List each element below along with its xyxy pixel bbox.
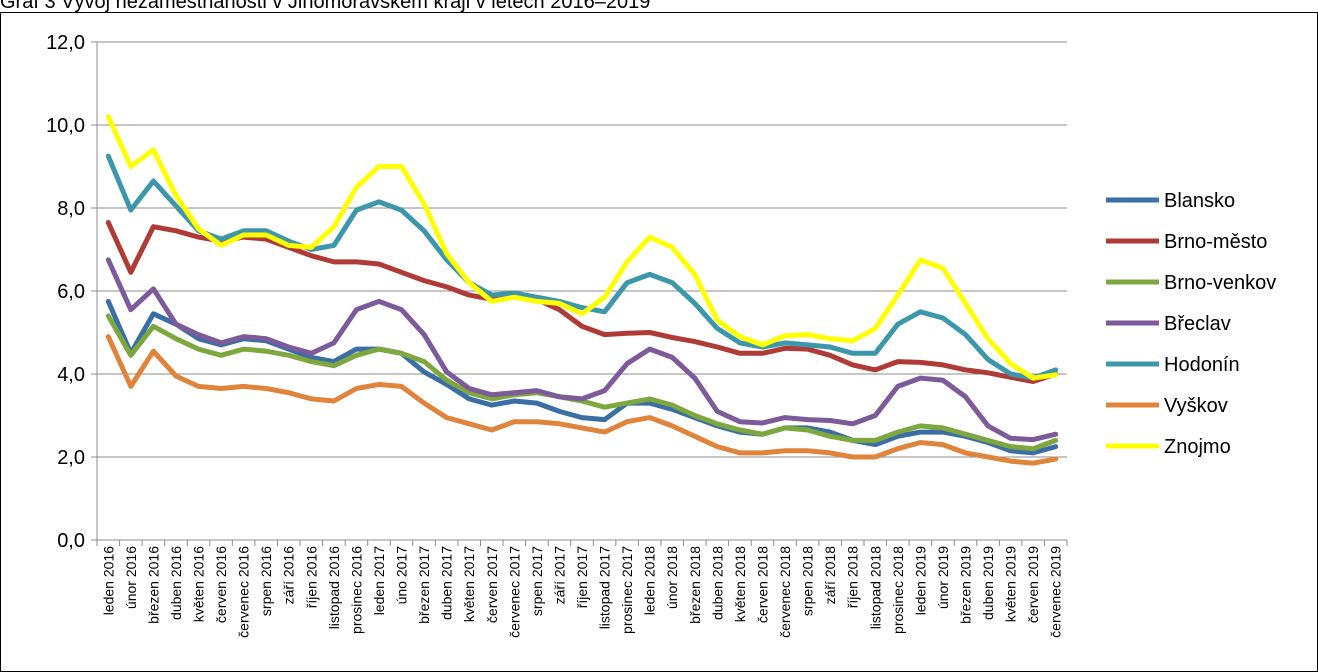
legend-label: Břeclav <box>1164 313 1231 335</box>
x-tick-label: září 2017 <box>551 546 567 605</box>
x-tick-label: listopad 2016 <box>326 546 342 630</box>
x-tick-label: únor 2019 <box>935 546 951 609</box>
x-tick-label: listopad 2017 <box>597 546 613 630</box>
x-tick-label: květen 2019 <box>1003 546 1019 622</box>
x-tick-label: leden 2017 <box>371 546 387 616</box>
x-tick-label: červenec 2018 <box>777 546 793 638</box>
legend-label: Znojmo <box>1164 436 1231 458</box>
legend-label: Vyškov <box>1164 395 1228 417</box>
x-tick-label: prosinec 2017 <box>619 546 635 634</box>
x-tick-label: srpen 2016 <box>258 546 274 616</box>
x-tick-label: červen 2018 <box>754 546 770 623</box>
chart-caption: Graf 3 Vývoj nezaměstnanosti v Jihomorav… <box>0 0 651 13</box>
x-tick-label: červen 2017 <box>484 546 500 623</box>
x-tick-label: únor 2018 <box>664 546 680 609</box>
x-tick-label: květen 2016 <box>191 546 207 622</box>
series-lines <box>105 114 1059 466</box>
legend-label: Hodonín <box>1164 354 1240 376</box>
y-tick-label: 4,0 <box>57 364 85 386</box>
x-tick-label: březen 2018 <box>687 546 703 624</box>
x-tick-label: březen 2016 <box>145 546 161 624</box>
series-line-hodonín <box>105 153 1059 381</box>
y-tick-label: 12,0 <box>46 32 85 54</box>
x-tick-label: květen 2018 <box>732 546 748 622</box>
x-tick-label: říjen 2017 <box>574 546 590 608</box>
x-tick-label: únor 2016 <box>123 546 139 609</box>
x-tick-label: září 2016 <box>281 546 297 605</box>
x-tick-label: leden 2019 <box>912 546 928 616</box>
y-tick-label: 8,0 <box>57 198 85 220</box>
x-tick-label: srpen 2017 <box>529 546 545 616</box>
x-tick-label: prosinec 2018 <box>890 546 906 634</box>
x-tick-label: září 2018 <box>822 546 838 605</box>
series-line-vyškov <box>105 334 1059 466</box>
series-line-znojmo <box>105 114 1059 381</box>
x-tick-label: březen 2017 <box>416 546 432 624</box>
x-axis: leden 2016 únor 2016 březen 2016 duben 2016… <box>96 539 1068 638</box>
x-tick-label: duben 2016 <box>168 546 184 620</box>
legend-label: Blansko <box>1164 190 1235 212</box>
x-tick-label: úno 2017 <box>394 546 410 605</box>
y-axis: 0,0 2,0 4,0 6,0 8,0 10,0 12,0 <box>46 32 98 552</box>
x-tick-label: leden 2016 <box>100 546 116 616</box>
x-tick-label: květen 2017 <box>461 546 477 622</box>
y-tick-label: 10,0 <box>46 115 85 137</box>
x-tick-label: prosinec 2016 <box>348 546 364 634</box>
gridlines <box>97 41 1067 541</box>
x-tick-label: říjen 2016 <box>303 546 319 608</box>
x-tick-label: červenec 2019 <box>1048 546 1064 638</box>
legend: Blansko Brno-město Brno-venkov Břeclav Hodon… <box>1106 190 1276 458</box>
legend-label: Brno-město <box>1164 231 1267 253</box>
chart-frame: 0,0 2,0 4,0 6,0 8,0 10,0 12,0 leden 2016 únor 2… <box>0 12 1318 672</box>
x-tick-label: červenec 2017 <box>506 546 522 638</box>
x-tick-label: červen 2019 <box>1025 546 1041 623</box>
x-tick-label: duben 2017 <box>439 546 455 620</box>
x-tick-label: duben 2019 <box>980 546 996 620</box>
x-tick-label: duben 2018 <box>709 546 725 620</box>
y-tick-label: 0,0 <box>57 530 85 552</box>
series-line-břeclav <box>105 257 1059 443</box>
y-tick-label: 2,0 <box>57 447 85 469</box>
x-tick-label: červen 2016 <box>213 546 229 623</box>
y-tick-label: 6,0 <box>57 281 85 303</box>
x-tick-label: červenec 2016 <box>236 546 252 638</box>
line-chart: 0,0 2,0 4,0 6,0 8,0 10,0 12,0 leden 2016 únor 2… <box>46 32 1276 638</box>
x-tick-label: leden 2018 <box>642 546 658 616</box>
x-tick-label: březen 2019 <box>957 546 973 624</box>
legend-label: Brno-venkov <box>1164 272 1276 294</box>
x-tick-label: srpen 2018 <box>800 546 816 616</box>
series-line-brno-město <box>105 220 1059 384</box>
x-tick-label: listopad 2018 <box>867 546 883 630</box>
x-tick-label: říjen 2018 <box>845 546 861 608</box>
